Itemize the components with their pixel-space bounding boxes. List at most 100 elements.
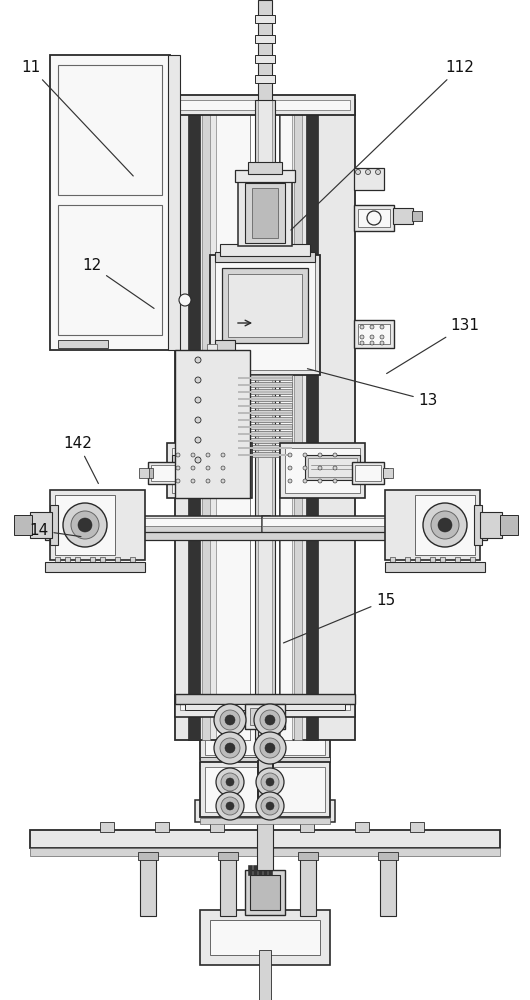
Bar xyxy=(205,705,325,755)
Bar xyxy=(238,419,292,421)
Circle shape xyxy=(261,797,279,815)
Bar xyxy=(255,100,275,740)
Bar xyxy=(352,462,384,484)
Bar xyxy=(280,100,292,740)
Text: 13: 13 xyxy=(307,369,438,408)
Circle shape xyxy=(266,778,274,786)
Circle shape xyxy=(333,466,337,470)
Bar xyxy=(238,445,292,450)
Bar xyxy=(385,490,480,560)
Circle shape xyxy=(71,511,99,539)
Text: 14: 14 xyxy=(29,523,81,538)
Bar xyxy=(354,205,394,231)
Bar xyxy=(210,255,320,375)
Bar xyxy=(238,440,292,442)
Circle shape xyxy=(318,479,322,483)
Bar xyxy=(216,100,250,740)
Bar xyxy=(298,852,318,860)
Circle shape xyxy=(195,377,201,383)
Bar xyxy=(215,340,235,362)
Bar xyxy=(245,870,285,915)
Bar xyxy=(430,557,435,562)
Circle shape xyxy=(265,743,275,753)
Bar xyxy=(248,865,252,875)
Circle shape xyxy=(195,457,201,463)
Bar xyxy=(200,700,330,760)
Text: 142: 142 xyxy=(64,436,99,484)
Bar xyxy=(200,762,330,817)
Bar xyxy=(355,822,369,832)
Bar xyxy=(238,447,292,449)
Bar xyxy=(257,760,273,805)
Circle shape xyxy=(370,335,374,339)
Circle shape xyxy=(226,802,234,810)
Bar xyxy=(285,448,360,493)
Bar xyxy=(258,0,272,100)
Bar xyxy=(14,515,32,535)
Bar xyxy=(470,557,475,562)
Circle shape xyxy=(288,479,292,483)
Bar xyxy=(238,389,292,394)
Bar xyxy=(262,516,487,532)
Bar xyxy=(255,15,275,23)
Circle shape xyxy=(260,710,280,730)
Bar xyxy=(238,433,292,435)
Bar xyxy=(390,557,395,562)
Bar xyxy=(258,100,272,740)
Circle shape xyxy=(260,738,280,758)
Bar xyxy=(75,557,80,562)
Bar xyxy=(148,462,180,484)
Circle shape xyxy=(195,437,201,443)
Bar xyxy=(415,495,475,555)
Bar xyxy=(50,490,145,560)
Bar xyxy=(55,557,60,562)
Bar xyxy=(238,377,292,379)
Bar xyxy=(383,468,388,478)
Circle shape xyxy=(366,169,370,174)
Bar xyxy=(207,344,217,358)
Bar xyxy=(50,505,58,545)
Circle shape xyxy=(195,417,201,423)
Circle shape xyxy=(303,466,307,470)
Bar xyxy=(238,412,292,414)
Bar xyxy=(200,757,330,762)
Circle shape xyxy=(225,743,235,753)
Bar xyxy=(280,100,355,740)
Bar xyxy=(30,830,500,848)
Bar xyxy=(228,274,302,337)
Bar xyxy=(200,818,330,824)
Bar xyxy=(268,865,272,875)
Bar xyxy=(172,448,247,493)
Bar xyxy=(238,391,292,393)
Bar xyxy=(455,557,460,562)
Circle shape xyxy=(380,341,384,345)
Circle shape xyxy=(356,169,360,174)
Bar xyxy=(90,557,95,562)
Bar xyxy=(180,700,350,710)
Circle shape xyxy=(288,453,292,457)
Bar xyxy=(238,403,292,408)
Bar xyxy=(250,875,280,910)
Bar xyxy=(262,518,487,526)
Text: 11: 11 xyxy=(21,60,133,176)
Bar xyxy=(140,856,156,916)
Circle shape xyxy=(431,511,459,539)
Bar xyxy=(185,704,345,710)
Bar xyxy=(238,454,292,456)
Bar xyxy=(238,431,292,436)
Bar xyxy=(238,398,292,400)
Bar xyxy=(220,244,310,256)
Bar xyxy=(238,452,292,457)
Bar xyxy=(175,458,224,477)
Circle shape xyxy=(195,397,201,403)
Circle shape xyxy=(256,768,284,796)
Circle shape xyxy=(254,704,286,736)
Bar xyxy=(100,557,105,562)
Circle shape xyxy=(176,466,180,470)
Bar xyxy=(253,865,257,875)
Bar xyxy=(175,695,355,717)
Circle shape xyxy=(370,341,374,345)
Circle shape xyxy=(423,503,467,547)
Bar xyxy=(238,382,292,387)
Bar xyxy=(354,168,384,190)
